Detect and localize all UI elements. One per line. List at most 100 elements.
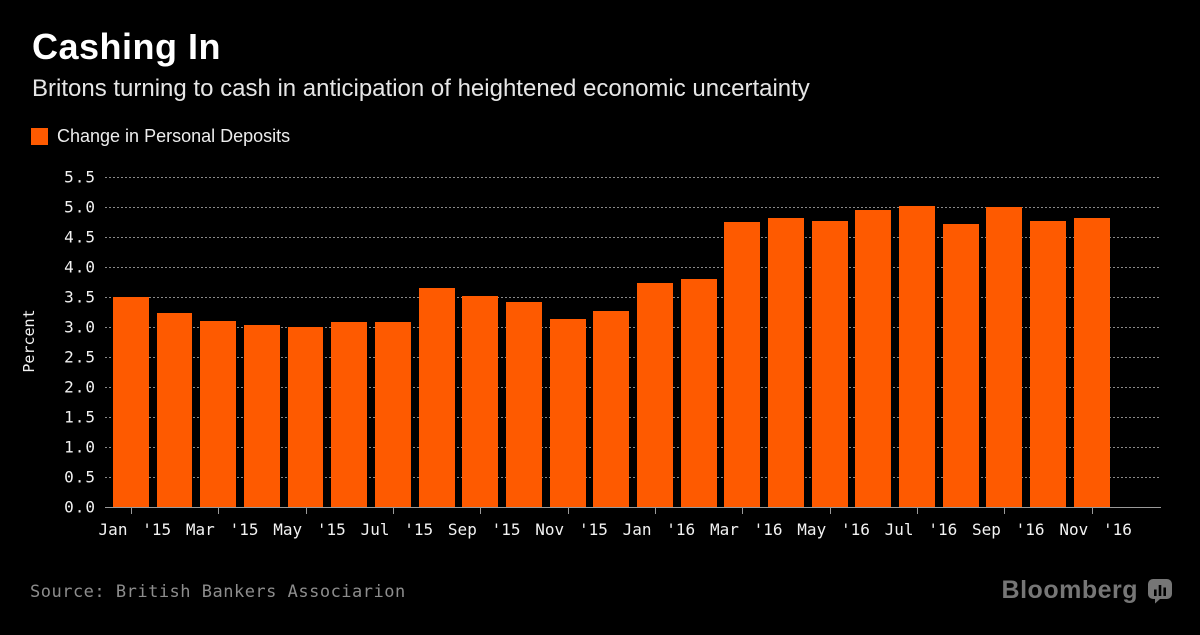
x-axis-slot: Jul xyxy=(885,508,943,550)
bar-apr-16 xyxy=(768,218,804,507)
bar-slot xyxy=(1073,177,1118,507)
x-tick-mark xyxy=(305,508,307,514)
bar-mar-15 xyxy=(200,321,237,507)
grid-line-1.5 xyxy=(105,417,1161,418)
x-axis-slot: '16 xyxy=(666,508,725,550)
bloomberg-wordmark: Bloomberg xyxy=(1001,576,1138,604)
x-tick-label: '15 xyxy=(491,520,521,539)
x-tick-label: Sep xyxy=(971,520,1001,539)
page-title: Cashing In xyxy=(32,26,222,67)
bar-slot xyxy=(768,177,812,507)
x-axis-slot: Mar xyxy=(710,508,768,550)
chart-subtitle: Britons turning to cash in anticipation … xyxy=(32,75,810,102)
x-tick-label: '16 xyxy=(1015,520,1045,539)
bar-slot xyxy=(942,177,987,507)
bar-slot xyxy=(1117,177,1161,507)
bloomberg-logo: Bloomberg xyxy=(1002,576,1173,605)
x-tick-label: Nov xyxy=(1059,520,1089,539)
bar-apr-15 xyxy=(244,325,280,507)
x-axis-slot: '16 xyxy=(841,508,899,550)
bar-slot xyxy=(462,177,506,507)
x-tick-mark xyxy=(1091,508,1093,514)
bar-sep-16 xyxy=(986,207,1023,507)
bar-sep-15 xyxy=(462,295,499,507)
grid-line-1.0 xyxy=(105,447,1161,448)
x-axis-slot: '15 xyxy=(317,508,375,550)
y-tick-label: 2.5 xyxy=(64,347,96,367)
bar-slot xyxy=(418,177,463,507)
bar-jan-16 xyxy=(637,282,673,507)
y-axis-labels: 0.0 0.5 1.0 1.5 2.0 2.5 3.0 3.5 4.0 4.5 5.0 5.5 xyxy=(0,168,96,517)
x-axis-labels: Jan '15 Mar '15 May '15 Jul '15 Sep '15 Nov '15 Jan '… xyxy=(99,508,1161,550)
bar-slot xyxy=(855,177,899,507)
grid-line-2.0 xyxy=(105,387,1161,388)
y-tick-label: 0.0 xyxy=(64,497,96,517)
bar-jul-16 xyxy=(899,205,935,507)
x-tick-label: Jul xyxy=(360,520,390,539)
bar-slot xyxy=(244,177,288,507)
bar-oct-16 xyxy=(1030,220,1066,507)
x-axis-slot: '15 xyxy=(492,508,550,550)
x-tick-label: '15 xyxy=(578,520,608,539)
grid-line-3.0 xyxy=(105,327,1161,328)
bar-mar-16 xyxy=(724,222,761,507)
x-tick-mark xyxy=(916,508,918,514)
x-tick-label: '16 xyxy=(666,520,696,539)
x-axis-slot: Nov xyxy=(535,508,594,550)
bar-slot xyxy=(986,177,1030,507)
bar-oct-15 xyxy=(506,301,542,507)
x-tick-mark xyxy=(218,508,220,514)
y-tick-label: 4.5 xyxy=(64,227,96,247)
y-tick-label: 3.5 xyxy=(64,287,96,307)
grid-line-2.5 xyxy=(105,357,1161,358)
bar-slot xyxy=(724,177,768,507)
bar-aug-16 xyxy=(942,223,979,507)
x-axis-slot: May xyxy=(273,508,332,550)
bar-slot xyxy=(156,177,201,507)
x-axis-slot: Jan xyxy=(99,508,157,550)
bar-may-15 xyxy=(287,327,324,507)
bar-slot xyxy=(506,177,550,507)
bar-slot xyxy=(811,177,856,507)
x-axis-slot: '16 xyxy=(1103,508,1161,550)
grid-line-3.5 xyxy=(105,297,1161,298)
x-axis-slot: Jul xyxy=(361,508,419,550)
x-axis-slot: Sep xyxy=(972,508,1030,550)
x-axis-slot: '15 xyxy=(404,508,463,550)
y-tick-label: 3.0 xyxy=(64,317,96,337)
legend-swatch xyxy=(31,128,48,145)
bar-jun-15 xyxy=(331,322,368,507)
bar-slot xyxy=(113,177,157,507)
bar-jun-16 xyxy=(855,210,892,507)
y-tick-label: 4.0 xyxy=(64,257,96,277)
x-axis-slot: '16 xyxy=(1016,508,1074,550)
y-tick-label: 0.5 xyxy=(64,467,96,487)
x-tick-mark xyxy=(392,508,394,514)
x-tick-label: May xyxy=(797,520,827,539)
bar-slot xyxy=(200,177,244,507)
x-axis-slot: '15 xyxy=(142,508,201,550)
bar-aug-15 xyxy=(418,288,455,507)
x-tick-mark xyxy=(829,508,831,514)
x-tick-label: '16 xyxy=(928,520,958,539)
bar-slot xyxy=(593,177,637,507)
x-tick-label: Mar xyxy=(185,520,215,539)
x-tick-label: Jul xyxy=(884,520,914,539)
plot-area xyxy=(105,177,1161,508)
x-tick-label: May xyxy=(273,520,303,539)
x-tick-label: '16 xyxy=(753,520,783,539)
x-tick-mark xyxy=(480,508,482,514)
x-tick-label: '15 xyxy=(316,520,346,539)
legend-label: Change in Personal Deposits xyxy=(57,126,291,146)
grid-line-5.5 xyxy=(105,177,1161,178)
x-tick-label: Jan xyxy=(622,520,652,539)
bar-slot xyxy=(899,177,943,507)
y-tick-label: 1.5 xyxy=(64,407,96,427)
x-tick-mark xyxy=(654,508,656,514)
x-tick-label: Jan xyxy=(98,520,128,539)
y-tick-label: 5.0 xyxy=(64,197,96,217)
x-axis-slot: '16 xyxy=(928,508,987,550)
bloomberg-terminal-icon xyxy=(1148,578,1172,603)
x-axis-slot: '15 xyxy=(230,508,288,550)
